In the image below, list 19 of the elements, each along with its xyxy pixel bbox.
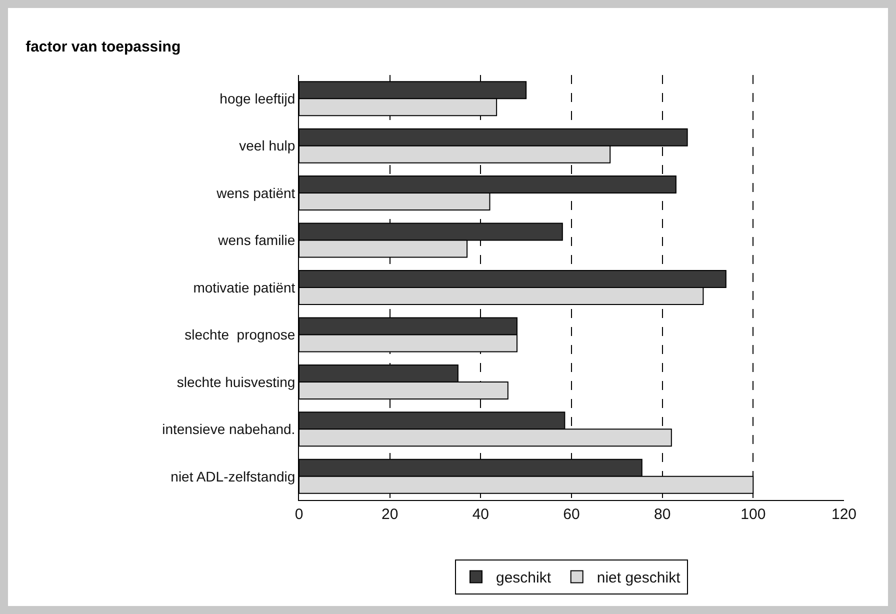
x-tick-label: 0 xyxy=(294,506,304,523)
x-tick-label: 60 xyxy=(563,506,580,523)
text: factor van toepassing xyxy=(26,38,181,56)
x-tick-label: 100 xyxy=(740,506,766,523)
x-tick-label: 80 xyxy=(654,506,671,523)
y-tick-label: slechte prognose xyxy=(184,326,296,343)
y-tick-label: intensieve nabehand. xyxy=(162,421,296,438)
legend-label: geschikt xyxy=(496,570,552,587)
y-tick-label: hoge leeftijd xyxy=(220,90,296,107)
x-tick-label: 120 xyxy=(831,506,857,523)
y-tick-label: motivatie patiënt xyxy=(193,279,296,296)
y-tick-label: wens familie xyxy=(217,232,296,248)
y-tick-label: wens patiënt xyxy=(216,184,296,201)
x-tick-label: 40 xyxy=(472,506,490,523)
x-tick-label: 20 xyxy=(381,506,398,523)
y-tick-label: veel hulp xyxy=(239,138,296,154)
y-tick-label: slechte huisvesting xyxy=(176,374,296,390)
y-tick-label: niet ADL-zelfstandig xyxy=(170,468,296,484)
legend-label: niet geschikt xyxy=(596,570,682,587)
